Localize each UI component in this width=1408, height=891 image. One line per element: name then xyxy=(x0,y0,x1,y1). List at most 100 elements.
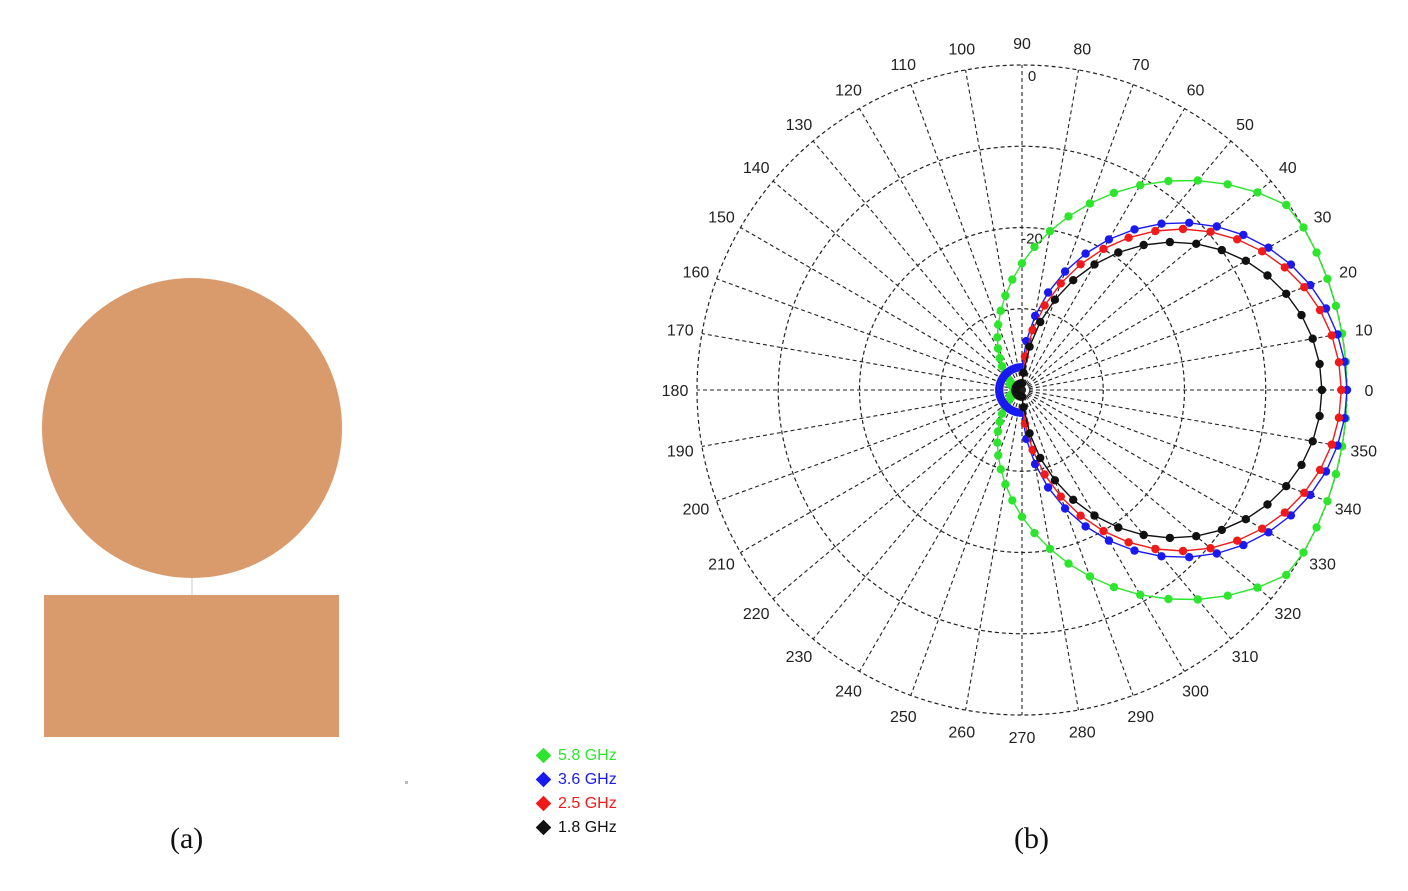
angle-tick-label: 200 xyxy=(683,502,710,519)
series-point xyxy=(1104,235,1114,244)
series-point xyxy=(997,362,1007,371)
series-point xyxy=(1308,437,1317,446)
angle-tick-label: 290 xyxy=(1127,709,1154,726)
series-layer xyxy=(993,176,1352,604)
series-point xyxy=(1299,223,1308,232)
series-point xyxy=(1192,532,1201,541)
series-point xyxy=(1050,476,1060,485)
angle-tick-label: 210 xyxy=(708,557,735,574)
series-point xyxy=(1323,274,1332,283)
angle-tick-label: 190 xyxy=(667,443,694,460)
grid-ring xyxy=(777,145,1267,635)
series-point xyxy=(1212,549,1222,558)
series-point xyxy=(1099,526,1108,536)
angle-tick-label: 310 xyxy=(1232,649,1259,666)
series-point xyxy=(1280,263,1290,272)
grid-spoke xyxy=(1021,278,1328,391)
series-point xyxy=(1337,385,1346,395)
series-point xyxy=(996,465,1005,474)
series-point xyxy=(1019,403,1028,412)
series-point xyxy=(1030,459,1040,469)
legend-label-2-5ghz: 2.5 GHz xyxy=(558,795,617,812)
series-point xyxy=(1050,295,1060,304)
series-point xyxy=(1139,240,1148,250)
angle-tick-label: 120 xyxy=(835,82,862,99)
series-point xyxy=(1099,244,1108,254)
series-point xyxy=(1036,453,1045,463)
series-point xyxy=(1282,200,1291,210)
grid-spoke xyxy=(812,140,1023,391)
series-point xyxy=(1081,249,1090,258)
series-point xyxy=(1069,495,1078,504)
series-point xyxy=(993,438,1002,447)
angle-tick-label: 160 xyxy=(683,264,710,281)
grid-spoke xyxy=(1021,389,1304,553)
series-point xyxy=(995,353,1004,363)
angle-tick-label: 100 xyxy=(948,41,975,58)
series-point xyxy=(1104,536,1114,545)
grid-spoke xyxy=(1021,227,1304,391)
series-point xyxy=(1114,248,1123,257)
series-point xyxy=(1040,470,1049,479)
series-point xyxy=(1056,492,1066,501)
series-point xyxy=(1178,224,1188,234)
series-point xyxy=(1025,342,1034,351)
series-point xyxy=(1109,188,1119,198)
radial-tick-labels: -200 xyxy=(1021,68,1043,248)
series-point xyxy=(1124,233,1133,242)
grid-spoke xyxy=(965,69,1023,391)
legend-entry-2-5ghz: 2.5 GHz xyxy=(535,792,646,816)
angle-tick-label: 280 xyxy=(1069,725,1096,742)
legend-label-3-6ghz: 3.6 GHz xyxy=(558,771,617,788)
series-point xyxy=(1264,528,1273,537)
series-point xyxy=(1263,271,1272,280)
series-point xyxy=(997,409,1007,418)
series-point xyxy=(1334,358,1344,367)
grid-spoke xyxy=(772,180,1023,391)
series-point xyxy=(1008,275,1017,284)
legend-marker-5-8ghz xyxy=(535,747,552,764)
series-point xyxy=(1019,368,1028,377)
series-point xyxy=(1130,546,1139,555)
series-point xyxy=(1334,413,1344,422)
series-point xyxy=(1056,279,1066,288)
angle-tick-label: 240 xyxy=(835,684,862,701)
angle-tick-label: 40 xyxy=(1279,160,1297,177)
series-point xyxy=(1064,212,1073,221)
series-point xyxy=(1331,469,1341,479)
series-point xyxy=(993,427,1003,436)
series-point xyxy=(1315,359,1324,369)
series-point xyxy=(1136,181,1145,190)
series-point xyxy=(1280,508,1290,517)
angle-tick-label: 130 xyxy=(786,117,813,134)
series-point xyxy=(1308,334,1317,343)
legend-marker-2-5ghz xyxy=(535,795,552,812)
legend-entry-3-6ghz: 3.6 GHz xyxy=(535,768,646,792)
series-point xyxy=(1253,188,1262,197)
series-point xyxy=(1045,544,1055,554)
angle-tick-label: 330 xyxy=(1309,557,1336,574)
series-point xyxy=(1258,247,1267,256)
legend-marker-3-6ghz xyxy=(535,771,552,788)
angle-tick-label: 140 xyxy=(743,160,770,177)
chart-legend: 5.8 GHz 3.6 GHz 2.5 GHz 1.8 GHz xyxy=(535,744,646,840)
series-point xyxy=(1327,331,1337,340)
series-point xyxy=(1124,538,1133,547)
antenna-geometry xyxy=(42,278,408,784)
grid-spoke xyxy=(772,389,1023,600)
series-point xyxy=(1263,500,1272,509)
series-point xyxy=(1192,239,1201,248)
grid-spoke xyxy=(1021,389,1134,696)
angle-tick-label: 20 xyxy=(1339,264,1357,281)
grid-spoke xyxy=(859,108,1023,391)
series-point xyxy=(1282,482,1291,491)
series-point xyxy=(1212,222,1222,231)
series-point xyxy=(1297,460,1306,470)
grid-spoke xyxy=(859,389,1023,672)
series-point xyxy=(1151,544,1160,554)
radial-tick-label: 0 xyxy=(1028,68,1036,85)
series-point xyxy=(1165,237,1175,247)
series-point xyxy=(1036,317,1045,327)
series-point xyxy=(1297,310,1306,320)
